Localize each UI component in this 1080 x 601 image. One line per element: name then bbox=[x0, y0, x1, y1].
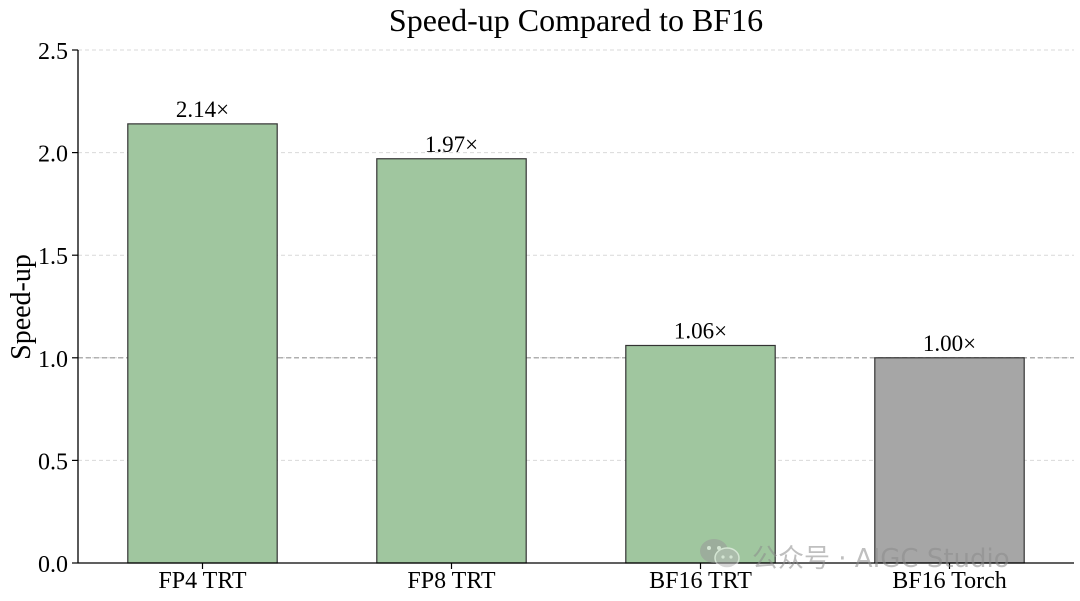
bar-fp8-trt bbox=[376, 158, 527, 564]
chart-title: Speed-up Compared to BF16 bbox=[389, 2, 763, 38]
data-label: 1.06× bbox=[674, 318, 727, 343]
axes bbox=[72, 49, 1074, 569]
wechat-icon bbox=[700, 539, 740, 569]
data-label: 1.00× bbox=[923, 331, 976, 356]
x-tick-label: FP4 TRT bbox=[158, 568, 246, 594]
y-tick-label: 1.0 bbox=[38, 347, 68, 373]
tick-labels: 0.0 0.5 1.0 1.5 2.0 2.5 FP4 TRT FP8 TRT BF16 TRT… bbox=[38, 39, 1007, 594]
data-label: 1.97× bbox=[425, 132, 478, 157]
x-tick-label: FP8 TRT bbox=[407, 568, 495, 594]
watermark-text: 公众号 · AIGC Studio bbox=[752, 544, 1010, 574]
y-tick-label: 0.5 bbox=[38, 449, 68, 475]
bar-fp4-trt bbox=[127, 123, 278, 564]
y-tick-label: 2.5 bbox=[38, 39, 68, 65]
x-tick-label: BF16 TRT bbox=[649, 568, 752, 594]
data-labels: 2.14× 1.97× 1.06× 1.00× bbox=[176, 97, 976, 356]
y-tick-label: 1.5 bbox=[38, 244, 68, 270]
bars bbox=[127, 123, 1025, 564]
bar-bf16-trt bbox=[625, 344, 776, 564]
y-tick-label: 2.0 bbox=[38, 142, 68, 168]
watermark: 公众号 · AIGC Studio bbox=[700, 539, 1010, 574]
bar-bf16-torch bbox=[874, 357, 1025, 564]
y-axis-label: Speed-up bbox=[6, 254, 37, 360]
x-tick-label: BF16 Torch bbox=[892, 568, 1007, 594]
y-tick-label: 0.0 bbox=[38, 552, 68, 578]
data-label: 2.14× bbox=[176, 97, 229, 122]
